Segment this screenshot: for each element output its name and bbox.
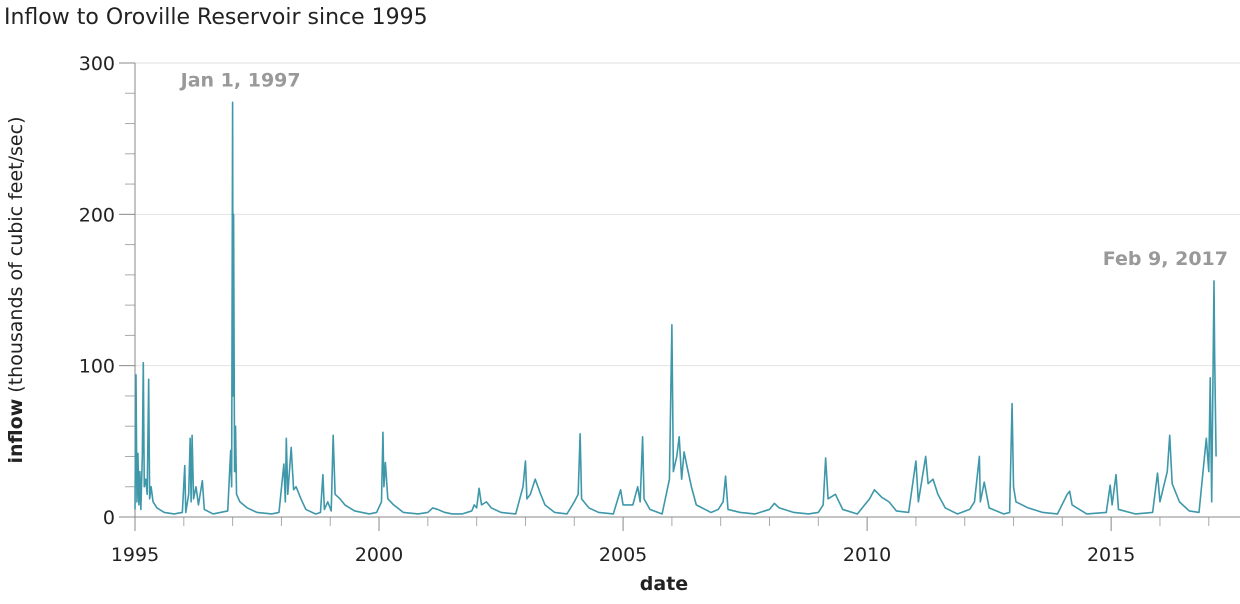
x-tick-label: 2010 xyxy=(843,544,891,566)
y-tick-label: 0 xyxy=(103,507,115,529)
x-tick-label: 1995 xyxy=(111,544,159,566)
y-tick-label: 200 xyxy=(79,204,115,226)
y-axis-label-bold: inflow xyxy=(5,399,27,464)
inflow-line xyxy=(134,101,1217,515)
annotation: Jan 1, 1997 xyxy=(179,69,301,91)
x-tick-label: 2000 xyxy=(355,544,403,566)
y-tick-label: 100 xyxy=(79,356,115,378)
y-axis-label-rest: (thousands of cubic feet/sec) xyxy=(5,117,27,393)
x-tick-label: 2005 xyxy=(599,544,647,566)
x-axis-label: date xyxy=(640,573,688,595)
annotation: Feb 9, 2017 xyxy=(1103,248,1228,270)
y-axis-label: inflow (thousands of cubic feet/sec) xyxy=(5,117,27,464)
y-tick-label: 300 xyxy=(79,53,115,75)
x-tick-label: 2015 xyxy=(1087,544,1135,566)
chart-title: Inflow to Oroville Reservoir since 1995 xyxy=(4,5,428,30)
